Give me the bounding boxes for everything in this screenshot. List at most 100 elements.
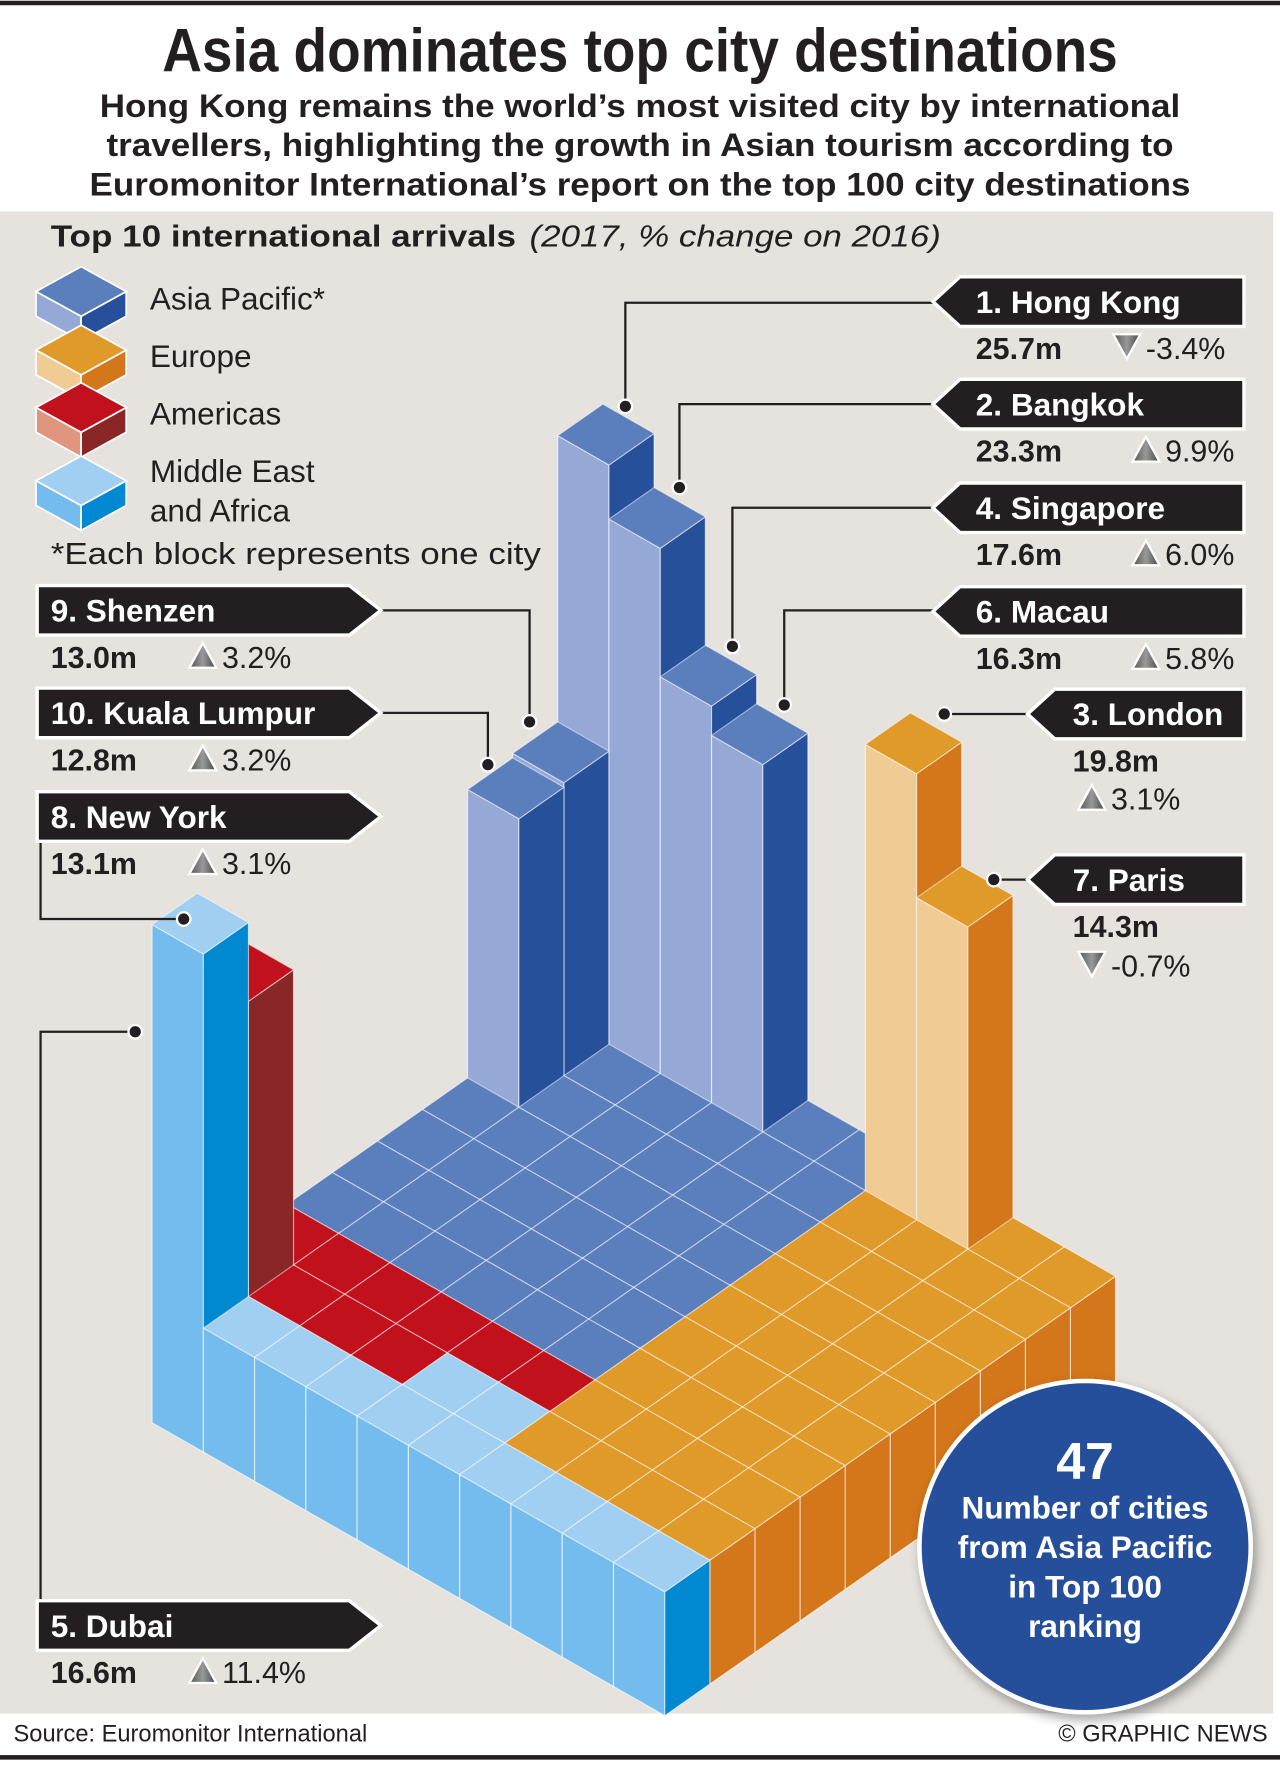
legend-label-asia: Asia Pacific* xyxy=(150,280,325,316)
badge-line-2: from Asia Pacific xyxy=(958,1529,1213,1565)
top-rule xyxy=(0,0,1280,6)
bottom-rule xyxy=(0,1755,1280,1760)
callout-box xyxy=(35,790,384,843)
leader-line-macau xyxy=(783,609,933,705)
callout-box xyxy=(35,1599,384,1653)
leader-dot-new-york xyxy=(175,911,192,927)
subtitle-line-1: Hong Kong remains the world’s most visit… xyxy=(100,87,1181,124)
legend-cube-mea-icon xyxy=(34,454,128,532)
city-callout-kuala-lumpur: 10. Kuala Lumpur 12.8m 3.2% xyxy=(35,686,384,777)
leader-dot-bangkok xyxy=(671,479,688,496)
city-arrivals: 13.1m xyxy=(51,847,137,881)
leader-line-new-york xyxy=(39,841,184,921)
legend-cube-asia-icon xyxy=(34,265,128,343)
legend-footnote: *Each block represents one city xyxy=(51,537,542,571)
badge-circle xyxy=(917,1378,1253,1715)
triangle-up-icon xyxy=(187,1655,219,1685)
section-note: (2017, % change on 2016) xyxy=(530,219,941,253)
city-callout-london: 3. London 19.8m 3.1% xyxy=(1025,687,1246,817)
triangle-up-icon xyxy=(187,846,219,876)
callout-box xyxy=(930,584,1246,638)
city-change: 3.1% xyxy=(222,847,291,881)
subtitle-line-2: travellers, highlighting the growth in A… xyxy=(106,126,1173,163)
callout-box xyxy=(930,275,1246,329)
callout-box xyxy=(35,686,384,740)
city-change: -3.4% xyxy=(1146,332,1225,366)
badge-line-1: Number of cities xyxy=(962,1489,1209,1525)
city-blocks xyxy=(151,403,1117,1717)
city-arrivals: 25.7m xyxy=(976,332,1062,366)
section-heading: Top 10 international arrivals xyxy=(51,219,516,253)
city-change: 9.9% xyxy=(1165,435,1234,469)
leader-dot-dubai xyxy=(127,1023,144,1040)
triangle-down-icon xyxy=(1111,333,1143,362)
triangle-up-icon xyxy=(187,743,219,772)
city-labels: 1. Hong Kong 25.7m -3.4%2. Bangkok 23.3m 9.9… xyxy=(35,275,1246,1690)
city-callout-paris: 7. Paris 14.3m -0.7% xyxy=(1025,853,1246,984)
city-name: 5. Dubai xyxy=(51,1608,174,1644)
source-note: Source: Euromonitor International xyxy=(14,1722,368,1748)
callout-box xyxy=(1025,687,1246,741)
city-name: 3. London xyxy=(1073,696,1224,732)
leader-dot-kuala-lumpur xyxy=(480,756,496,773)
page-title: Asia dominates top city destinations xyxy=(162,17,1117,85)
city-arrivals: 14.3m xyxy=(1073,910,1159,944)
legend-label-mea: Middle East xyxy=(150,453,315,489)
credit: © GRAPHIC NEWS xyxy=(1058,1722,1267,1748)
city-name: 6. Macau xyxy=(976,594,1109,630)
city-name: 2. Bangkok xyxy=(976,386,1145,422)
leader-dot-macau xyxy=(776,697,793,713)
triangle-up-icon xyxy=(187,640,219,669)
triangle-up-icon xyxy=(1076,782,1108,811)
triangle-up-icon xyxy=(1130,434,1162,463)
city-arrivals: 12.8m xyxy=(51,743,137,777)
city-callout-dubai: 5. Dubai 16.6m 11.4% xyxy=(35,1599,384,1690)
callout-box xyxy=(930,377,1246,431)
city-arrivals: 23.3m xyxy=(976,435,1062,469)
city-callout-hong-kong: 1. Hong Kong 25.7m -3.4% xyxy=(930,275,1246,366)
city-change: 6.0% xyxy=(1165,538,1234,572)
city-arrivals: 16.6m xyxy=(51,1656,137,1690)
city-change: -0.7% xyxy=(1111,950,1190,984)
leader-line-dubai xyxy=(39,1030,136,1601)
badge-number: 47 xyxy=(1056,1432,1114,1490)
city-name: 1. Hong Kong xyxy=(976,284,1181,320)
city-callout-bangkok: 2. Bangkok 23.3m 9.9% xyxy=(930,377,1246,469)
leader-dot-london xyxy=(936,706,953,722)
city-callout-singapore: 4. Singapore 17.6m 6.0% xyxy=(930,481,1246,572)
city-arrivals: 16.3m xyxy=(976,642,1062,676)
callout-box xyxy=(35,583,384,637)
callout-box xyxy=(1025,853,1246,907)
legend-label-americas: Americas xyxy=(150,395,281,431)
city-change: 5.8% xyxy=(1165,642,1234,676)
triangle-up-icon xyxy=(1130,538,1162,567)
city-change: 3.1% xyxy=(1111,783,1180,817)
badge-line-3: in Top 100 xyxy=(1008,1568,1162,1604)
city-name: 4. Singapore xyxy=(976,490,1165,526)
triangle-up-icon xyxy=(1130,641,1162,671)
city-change: 3.2% xyxy=(222,743,291,777)
legend-label-mea-2: and Africa xyxy=(150,492,291,528)
city-arrivals: 19.8m xyxy=(1073,744,1159,778)
city-name: 8. New York xyxy=(51,799,227,835)
leader-dot-shenzen xyxy=(521,713,538,730)
city-callout-new-york: 8. New York 13.1m 3.1% xyxy=(35,790,384,881)
leader-dot-hong-kong xyxy=(617,398,634,415)
legend-cube-europe-icon xyxy=(34,324,128,402)
leader-line-hong-kong xyxy=(624,301,933,407)
city-block xyxy=(612,1530,711,1717)
city-arrivals: 13.0m xyxy=(51,641,137,675)
city-callout-macau: 6. Macau 16.3m 5.8% xyxy=(930,584,1246,676)
leader-line-kuala-lumpur xyxy=(380,711,490,765)
legend-label-europe: Europe xyxy=(150,338,252,374)
leader-line-bangkok xyxy=(678,403,933,488)
subtitle-line-3: Euromonitor International’s report on th… xyxy=(90,166,1191,203)
leader-line-shenzen xyxy=(380,609,531,722)
city-name: 7. Paris xyxy=(1073,862,1185,898)
leader-dot-singapore xyxy=(724,638,741,655)
city-change: 3.2% xyxy=(222,641,291,675)
legend: Asia Pacific* Europe Americas Middle Eas… xyxy=(34,265,542,571)
badge-line-4: ranking xyxy=(1028,1608,1142,1644)
callout-box xyxy=(930,481,1246,535)
